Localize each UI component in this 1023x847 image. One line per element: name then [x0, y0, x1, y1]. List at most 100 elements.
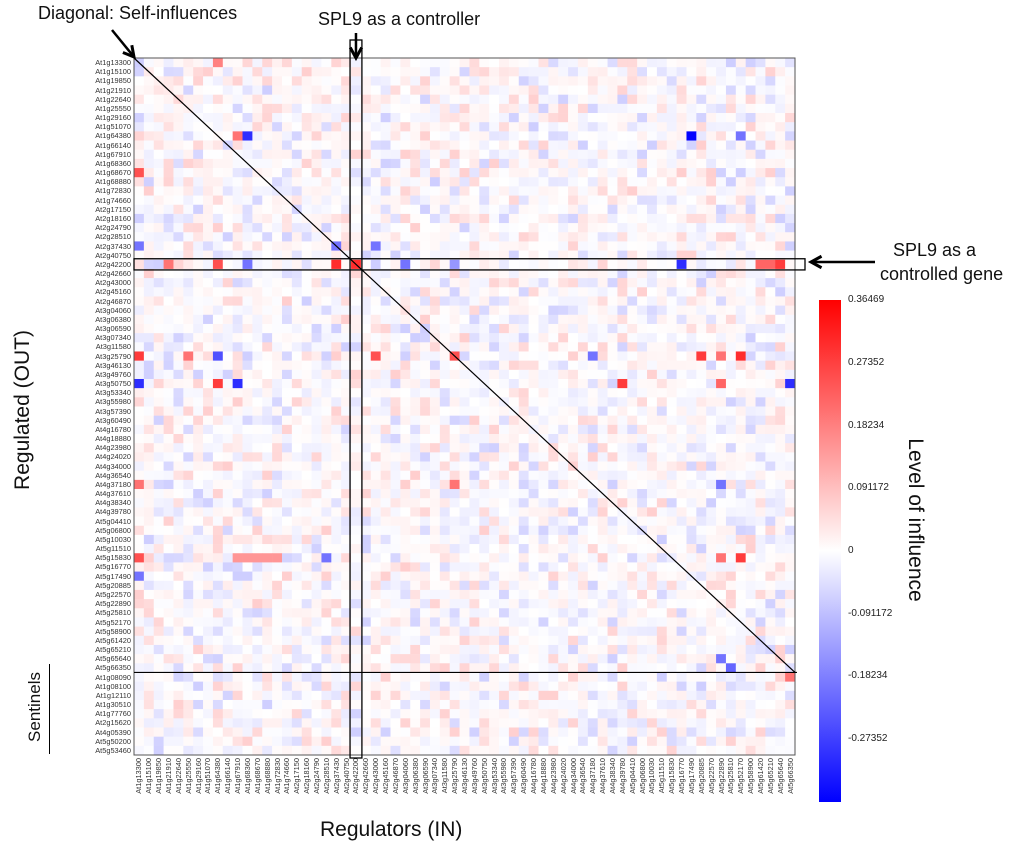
heatmap-cell: [479, 470, 490, 481]
heatmap-cell: [656, 131, 668, 141]
heatmap-cell: [370, 268, 381, 279]
heatmap-cell: [203, 278, 214, 288]
heatmap-cell: [518, 709, 529, 719]
heatmap-cell: [449, 268, 460, 279]
heatmap-cell: [597, 663, 608, 673]
heatmap-cell: [400, 699, 411, 710]
heatmap-cell: [647, 76, 658, 86]
heatmap-cell: [686, 424, 697, 435]
heatmap-cell: [725, 525, 737, 536]
heatmap-cell: [706, 599, 717, 609]
row-label: At5g04410: [95, 516, 131, 526]
heatmap-cell: [242, 452, 253, 462]
heatmap-cell: [607, 94, 618, 105]
heatmap-cell: [439, 452, 451, 462]
heatmap-cell: [153, 223, 164, 233]
heatmap-cell: [489, 562, 500, 572]
heatmap-cell: [558, 259, 569, 270]
heatmap-cell: [242, 553, 253, 563]
heatmap-cell: [469, 699, 480, 710]
heatmap-cell: [252, 617, 263, 627]
heatmap-cell: [222, 58, 233, 68]
heatmap-cell: [666, 690, 677, 701]
heatmap-cell: [627, 296, 638, 306]
heatmap-cell: [321, 498, 332, 508]
heatmap-cell: [143, 461, 155, 471]
heatmap-cell: [341, 369, 352, 380]
heatmap-cell: [577, 195, 589, 206]
heatmap-cell: [489, 461, 500, 471]
heatmap-cell: [252, 580, 263, 591]
heatmap-cell: [538, 342, 549, 352]
heatmap-cell: [449, 140, 460, 151]
heatmap-cell: [134, 718, 145, 728]
heatmap-cell: [212, 599, 224, 609]
heatmap-cell: [706, 131, 717, 141]
heatmap-cell: [331, 461, 342, 471]
heatmap-cell: [262, 608, 273, 618]
heatmap-cell: [193, 534, 204, 545]
heatmap-cell: [134, 378, 145, 389]
heatmap-cell: [252, 525, 263, 536]
heatmap-cell: [203, 434, 214, 444]
heatmap-cell: [311, 342, 322, 352]
heatmap-cell: [380, 681, 391, 692]
heatmap-cell: [281, 516, 293, 527]
heatmap-cell: [666, 305, 677, 316]
heatmap-cell: [755, 397, 766, 407]
heatmap-cell: [203, 351, 214, 361]
heatmap-cell: [380, 608, 391, 618]
heatmap-cell: [706, 378, 717, 389]
row-label: At1g12110: [95, 690, 131, 700]
heatmap-cell: [272, 122, 283, 132]
heatmap-cell: [568, 177, 579, 187]
heatmap-cell: [262, 672, 273, 682]
heatmap-cell: [331, 525, 342, 536]
heatmap-cell: [459, 562, 470, 572]
heatmap-cell: [173, 131, 184, 141]
heatmap-cell: [301, 241, 312, 251]
heatmap-cell: [469, 525, 480, 536]
heatmap-cell: [222, 406, 233, 416]
heatmap-cell: [489, 525, 500, 536]
heatmap-cell: [459, 553, 470, 563]
heatmap-cell: [528, 113, 539, 123]
heatmap-cell: [528, 168, 539, 178]
heatmap-cell: [637, 663, 648, 673]
heatmap-cell: [577, 507, 589, 517]
heatmap-cell: [558, 534, 569, 545]
heatmap-cell: [360, 223, 372, 233]
heatmap-cell: [163, 342, 174, 352]
heatmap-cell: [785, 131, 796, 141]
heatmap-cell: [656, 672, 668, 682]
heatmap-cell: [548, 268, 559, 279]
heatmap-cell: [341, 562, 352, 572]
heatmap-cell: [203, 186, 214, 196]
heatmap-cell: [508, 149, 520, 160]
heatmap-cell: [400, 177, 411, 187]
heatmap-cell: [341, 415, 352, 426]
heatmap-cell: [429, 168, 441, 178]
heatmap-cell: [341, 654, 352, 664]
heatmap-cell: [380, 241, 391, 251]
heatmap-cell: [627, 67, 638, 77]
heatmap-cell: [577, 479, 589, 490]
heatmap-cell: [597, 323, 608, 334]
heatmap-cell: [716, 195, 727, 206]
heatmap-cell: [637, 635, 648, 646]
heatmap-cell: [449, 544, 460, 554]
heatmap-cell: [301, 663, 312, 673]
heatmap-cell: [291, 323, 303, 334]
heatmap-cell: [459, 635, 470, 646]
heatmap-cell: [666, 452, 677, 462]
heatmap-cell: [508, 580, 520, 591]
heatmap-cell: [538, 168, 549, 178]
heatmap-cell: [222, 378, 233, 389]
heatmap-cell: [656, 113, 668, 123]
heatmap-cell: [518, 516, 529, 527]
heatmap-cell: [439, 434, 451, 444]
heatmap-cell: [212, 553, 224, 563]
heatmap-cell: [331, 507, 342, 517]
heatmap-cell: [212, 699, 224, 710]
heatmap-cell: [785, 424, 796, 435]
